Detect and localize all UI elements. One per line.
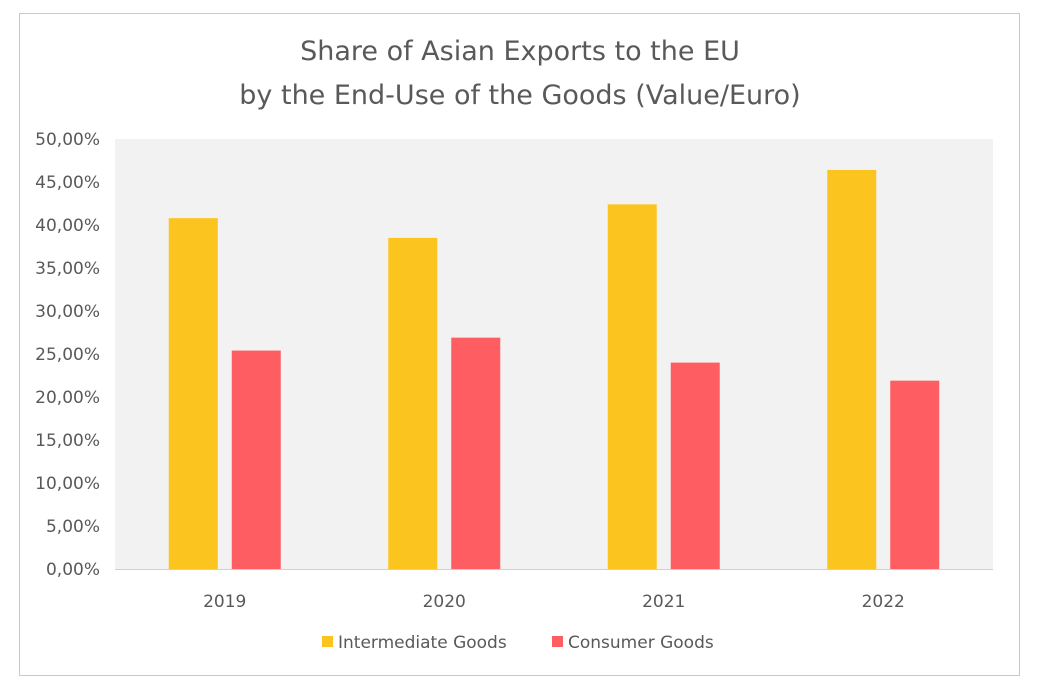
y-tick-label: 30,00% xyxy=(35,302,100,322)
bar-intermediate-goods-2022 xyxy=(827,169,877,569)
bar-consumer-goods-2019 xyxy=(231,350,281,569)
chart-title-line-2: by the End-Use of the Goods (Value/Euro) xyxy=(239,80,800,111)
y-tick-label: 5,00% xyxy=(46,517,100,537)
bar-consumer-goods-2021 xyxy=(670,362,720,569)
chart-frame xyxy=(19,13,1020,676)
legend-label: Intermediate Goods xyxy=(338,633,507,653)
legend-label: Consumer Goods xyxy=(568,633,714,653)
legend-swatch xyxy=(322,636,333,647)
y-tick-label: 25,00% xyxy=(35,345,100,365)
y-tick-label: 40,00% xyxy=(35,216,100,236)
y-tick-label: 50,00% xyxy=(35,130,100,150)
legend-swatch xyxy=(552,636,563,647)
y-tick-label: 10,00% xyxy=(35,474,100,494)
bar-intermediate-goods-2020 xyxy=(388,237,438,569)
x-tick-label: 2022 xyxy=(862,592,905,612)
y-tick-label: 20,00% xyxy=(35,388,100,408)
x-tick-label: 2019 xyxy=(203,592,246,612)
y-tick-label: 35,00% xyxy=(35,259,100,279)
x-tick-label: 2020 xyxy=(423,592,466,612)
bar-intermediate-goods-2021 xyxy=(607,204,657,570)
y-tick-label: 0,00% xyxy=(46,560,100,580)
x-tick-label: 2021 xyxy=(642,592,685,612)
bar-intermediate-goods-2019 xyxy=(168,218,218,569)
bar-consumer-goods-2022 xyxy=(890,380,940,569)
y-tick-label: 45,00% xyxy=(35,173,100,193)
chart-title-line-1: Share of Asian Exports to the EU xyxy=(300,36,740,67)
y-tick-label: 15,00% xyxy=(35,431,100,451)
bar-consumer-goods-2020 xyxy=(451,337,501,569)
